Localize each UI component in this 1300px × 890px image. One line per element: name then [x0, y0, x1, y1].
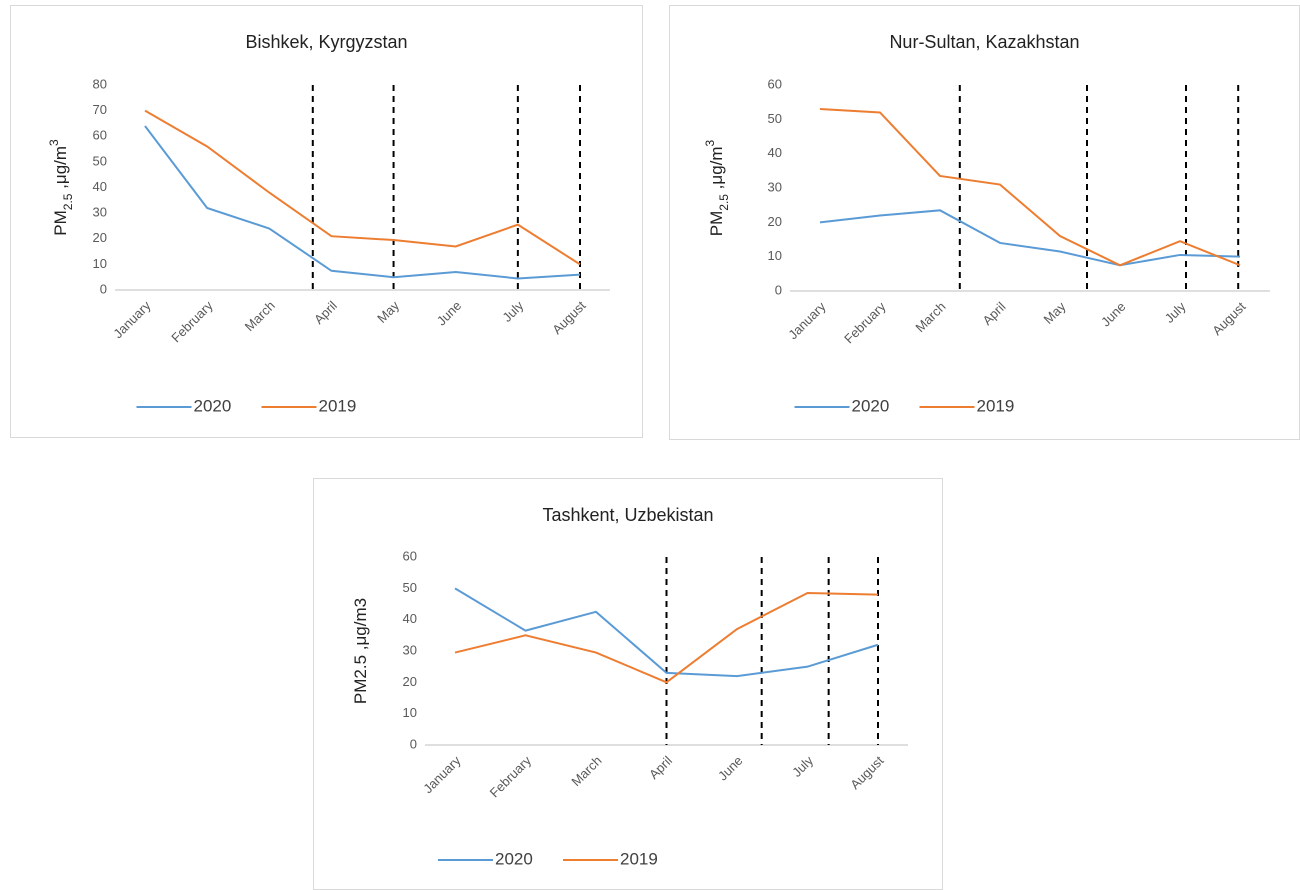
chart-frame	[669, 5, 1300, 440]
y-tick-label: 20	[403, 674, 417, 689]
y-label-part: 2.5	[61, 193, 75, 210]
y-label-part: ,μg/m	[707, 146, 726, 194]
y-tick-label: 40	[93, 179, 107, 194]
y-tick-label: 50	[93, 153, 107, 168]
y-label-part: PM	[707, 211, 726, 237]
legend-label: 2019	[620, 849, 658, 868]
y-label-part: 3	[47, 139, 61, 146]
y-axis-label: PM2.5 ,μg/m3	[703, 139, 731, 236]
y-tick-label: 10	[403, 705, 417, 720]
y-axis-label: PM2.5 ,μg/m3	[47, 139, 75, 236]
y-tick-label: 60	[768, 76, 782, 91]
y-tick-label: 30	[403, 642, 417, 657]
chart-title: Tashkent, Uzbekistan	[542, 505, 713, 525]
y-tick-label: 30	[768, 179, 782, 194]
chart-frame	[313, 478, 943, 890]
legend-label: 2019	[319, 396, 357, 415]
legend-label: 2020	[495, 849, 533, 868]
y-tick-label: 0	[100, 281, 107, 296]
y-label-part: 2.5	[717, 194, 731, 211]
y-tick-label: 50	[403, 580, 417, 595]
y-tick-label: 0	[410, 736, 417, 751]
legend-label: 2020	[194, 396, 232, 415]
y-axis-label: PM2.5 ,μg/m3	[351, 598, 370, 704]
legend-label: 2020	[852, 396, 890, 415]
y-tick-label: 40	[403, 611, 417, 626]
y-tick-label: 30	[93, 205, 107, 220]
legend-label: 2019	[977, 396, 1015, 415]
y-label-part: 3	[703, 139, 717, 146]
y-tick-label: 60	[93, 128, 107, 143]
y-label-part: ,μg/m	[51, 146, 70, 194]
y-tick-label: 50	[768, 111, 782, 126]
chart-frame	[10, 5, 643, 438]
y-label-part: PM	[51, 210, 70, 236]
y-tick-label: 40	[768, 145, 782, 160]
y-label-part: PM2.5 ,μg/m3	[351, 598, 370, 704]
data-line	[144, 125, 581, 280]
y-tick-label: 70	[93, 102, 107, 117]
y-tick-label: 0	[775, 282, 782, 297]
chart-title: Bishkek, Kyrgyzstan	[245, 32, 407, 52]
y-tick-label: 60	[403, 548, 417, 563]
data-line	[454, 587, 879, 678]
data-line	[819, 209, 1241, 267]
y-tick-label: 20	[93, 230, 107, 245]
chart-title: Nur-Sultan, Kazakhstan	[889, 32, 1079, 52]
y-tick-label: 10	[768, 248, 782, 263]
data-line	[454, 592, 879, 684]
y-tick-label: 10	[93, 256, 107, 271]
data-line	[819, 108, 1241, 267]
y-tick-label: 80	[93, 76, 107, 91]
data-line	[144, 109, 581, 266]
y-tick-label: 20	[768, 214, 782, 229]
